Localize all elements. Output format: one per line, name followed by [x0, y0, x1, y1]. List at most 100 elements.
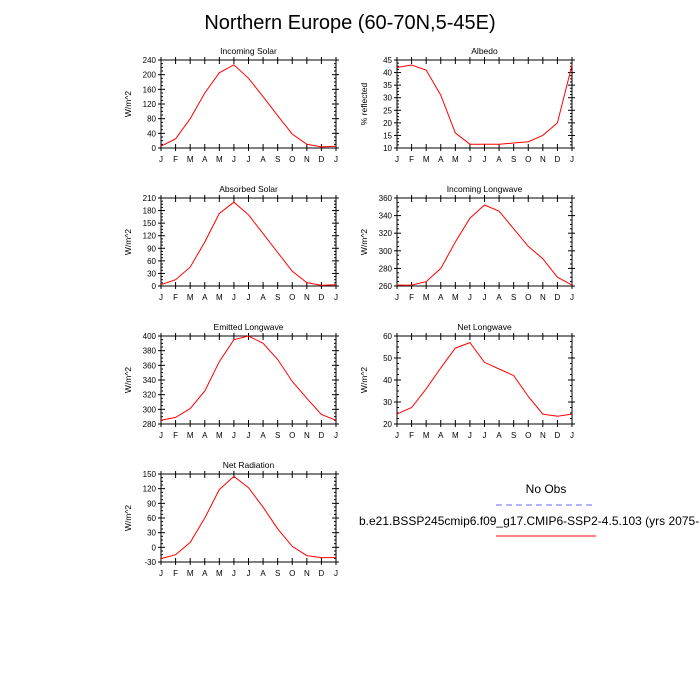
- y-tick-label: 35: [383, 81, 392, 90]
- y-axis-label: % reflected: [359, 82, 369, 125]
- x-tick-label: J: [232, 155, 236, 164]
- chart-title: Absorbed Solar: [219, 184, 278, 194]
- x-tick-label: M: [216, 569, 223, 578]
- x-tick-label: A: [438, 431, 444, 440]
- y-axis-label: W/m^2: [359, 229, 369, 255]
- y-tick-label: 40: [383, 69, 392, 78]
- chart-title: Albedo: [471, 46, 498, 56]
- y-tick-label: 210: [143, 194, 157, 203]
- y-tick-label: 40: [383, 376, 392, 385]
- x-tick-label: M: [216, 155, 223, 164]
- x-tick-label: N: [304, 569, 310, 578]
- x-tick-label: M: [187, 155, 194, 164]
- y-tick-label: 60: [147, 514, 156, 523]
- x-tick-label: M: [216, 431, 223, 440]
- x-tick-label: M: [423, 155, 430, 164]
- x-tick-label: D: [555, 155, 561, 164]
- y-tick-label: 120: [143, 485, 157, 494]
- x-tick-label: J: [468, 293, 472, 302]
- y-tick-label: 300: [143, 405, 157, 414]
- y-axis-label: W/m^2: [359, 367, 369, 393]
- x-tick-label: J: [468, 155, 472, 164]
- y-tick-label: 50: [383, 354, 392, 363]
- x-tick-label: F: [173, 569, 178, 578]
- y-axis-label: W/m^2: [123, 505, 133, 531]
- x-tick-label: J: [159, 293, 163, 302]
- x-tick-label: J: [247, 293, 251, 302]
- x-tick-label: M: [187, 569, 194, 578]
- legend-model-label: b.e21.BSSP245cmip6.f09_g17.CMIP6-SSP2-4.…: [359, 514, 700, 528]
- y-tick-label: 320: [143, 391, 157, 400]
- y-tick-label: 10: [383, 144, 392, 153]
- x-tick-label: J: [232, 569, 236, 578]
- x-tick-label: J: [159, 431, 163, 440]
- x-tick-label: J: [159, 155, 163, 164]
- y-tick-label: 0: [152, 282, 157, 291]
- x-tick-label: D: [555, 293, 561, 302]
- y-tick-label: 360: [143, 361, 157, 370]
- x-tick-label: F: [173, 293, 178, 302]
- x-tick-label: J: [247, 431, 251, 440]
- x-tick-label: A: [202, 431, 208, 440]
- x-tick-label: S: [275, 293, 280, 302]
- y-tick-label: 60: [383, 332, 392, 341]
- x-tick-label: A: [496, 155, 502, 164]
- x-tick-label: O: [525, 431, 531, 440]
- x-tick-label: A: [260, 293, 266, 302]
- x-tick-label: A: [260, 155, 266, 164]
- x-tick-label: M: [187, 293, 194, 302]
- y-tick-label: 180: [143, 207, 157, 216]
- y-tick-label: 30: [383, 94, 392, 103]
- x-tick-label: N: [304, 431, 310, 440]
- x-tick-label: O: [525, 155, 531, 164]
- x-tick-label: O: [289, 155, 295, 164]
- y-tick-label: 160: [143, 85, 157, 94]
- y-tick-label: 320: [379, 229, 393, 238]
- x-tick-label: J: [159, 569, 163, 578]
- x-tick-label: F: [409, 293, 414, 302]
- x-tick-label: S: [511, 431, 516, 440]
- x-tick-label: J: [570, 431, 574, 440]
- x-tick-label: N: [304, 155, 310, 164]
- x-tick-label: J: [570, 293, 574, 302]
- x-tick-label: M: [423, 431, 430, 440]
- x-tick-label: A: [260, 431, 266, 440]
- y-tick-label: 240: [143, 56, 157, 65]
- y-tick-label: 280: [143, 420, 157, 429]
- x-tick-label: J: [247, 569, 251, 578]
- x-tick-label: A: [260, 569, 266, 578]
- x-tick-label: D: [555, 431, 561, 440]
- x-tick-label: J: [483, 155, 487, 164]
- x-tick-label: S: [275, 431, 280, 440]
- y-axis-label: W/m^2: [123, 91, 133, 117]
- x-tick-label: J: [570, 155, 574, 164]
- x-tick-label: F: [409, 155, 414, 164]
- y-tick-label: 150: [143, 470, 157, 479]
- x-tick-label: D: [319, 569, 325, 578]
- x-tick-label: J: [395, 155, 399, 164]
- y-tick-label: 0: [152, 144, 157, 153]
- x-tick-label: J: [334, 431, 338, 440]
- x-tick-label: A: [202, 569, 208, 578]
- y-tick-label: 400: [143, 332, 157, 341]
- x-tick-label: A: [438, 155, 444, 164]
- chart-title: Emitted Longwave: [214, 322, 284, 332]
- chart-title: Net Radiation: [223, 460, 275, 470]
- y-tick-label: 0: [152, 543, 157, 552]
- y-tick-label: 260: [379, 282, 393, 291]
- y-tick-label: 90: [147, 499, 156, 508]
- x-tick-label: J: [395, 293, 399, 302]
- y-tick-label: 200: [143, 71, 157, 80]
- x-tick-label: M: [216, 293, 223, 302]
- chart-title: Net Longwave: [457, 322, 512, 332]
- x-tick-label: D: [319, 431, 325, 440]
- y-tick-label: 120: [143, 232, 157, 241]
- x-tick-label: A: [202, 155, 208, 164]
- x-tick-label: O: [289, 293, 295, 302]
